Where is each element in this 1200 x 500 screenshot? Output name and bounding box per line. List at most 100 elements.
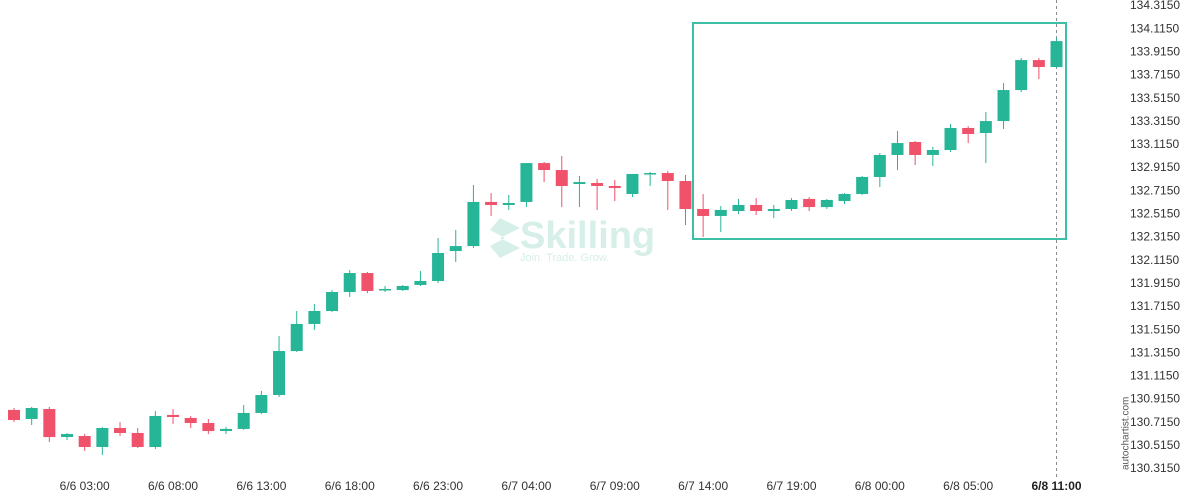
candle-body bbox=[61, 434, 74, 438]
candle-body bbox=[926, 149, 939, 155]
y-tick-label: 133.5150 bbox=[1130, 91, 1180, 105]
candle-body bbox=[255, 395, 268, 413]
candle-body bbox=[237, 412, 250, 429]
y-tick-label: 131.3150 bbox=[1130, 345, 1180, 359]
candle-body bbox=[538, 163, 551, 171]
candle-body bbox=[679, 181, 692, 210]
candle-body bbox=[167, 414, 180, 418]
candle-body bbox=[873, 154, 886, 177]
y-tick-label: 133.9150 bbox=[1130, 44, 1180, 58]
candle-body bbox=[608, 185, 621, 188]
candle-body bbox=[308, 310, 321, 324]
candle-body bbox=[326, 292, 339, 311]
candle-body bbox=[379, 288, 392, 291]
x-tick-label: 6/6 08:00 bbox=[148, 479, 198, 493]
y-tick-label: 131.9150 bbox=[1130, 276, 1180, 290]
candle-body bbox=[467, 201, 480, 247]
x-tick-label: 6/6 13:00 bbox=[236, 479, 286, 493]
y-tick-label: 133.1150 bbox=[1130, 137, 1179, 151]
x-tick-label: 6/6 03:00 bbox=[60, 479, 110, 493]
y-tick-label: 130.3150 bbox=[1130, 461, 1180, 475]
y-tick-label: 131.5150 bbox=[1130, 322, 1180, 336]
y-tick-label: 133.3150 bbox=[1130, 114, 1180, 128]
candle-body bbox=[43, 409, 56, 438]
x-tick-label: 6/6 23:00 bbox=[413, 479, 463, 493]
candle-body bbox=[997, 90, 1010, 122]
y-tick-label: 133.7150 bbox=[1130, 68, 1180, 82]
candle-body bbox=[891, 143, 904, 155]
y-tick-label: 132.5150 bbox=[1130, 207, 1180, 221]
candle-body bbox=[661, 173, 674, 182]
candle-body bbox=[8, 409, 20, 421]
candle-body bbox=[591, 182, 604, 186]
candle-body bbox=[1032, 60, 1045, 68]
candle-body bbox=[732, 204, 745, 211]
y-tick-label: 131.1150 bbox=[1130, 369, 1179, 383]
x-tick-label: 6/7 09:00 bbox=[590, 479, 640, 493]
y-tick-label: 131.7150 bbox=[1130, 299, 1180, 313]
candle-body bbox=[343, 273, 356, 293]
candle-body bbox=[202, 423, 215, 432]
candle-body bbox=[803, 198, 816, 208]
candle-body bbox=[697, 209, 710, 216]
x-tick-label: 6/8 05:00 bbox=[943, 479, 993, 493]
pattern-box bbox=[692, 22, 1067, 240]
candle-body bbox=[502, 203, 515, 205]
candle-body bbox=[396, 285, 409, 291]
x-tick-label: 6/7 04:00 bbox=[501, 479, 551, 493]
y-tick-label: 134.3150 bbox=[1130, 0, 1180, 12]
candle-body bbox=[485, 201, 498, 205]
candle-body bbox=[750, 204, 763, 211]
y-tick-label: 132.7150 bbox=[1130, 183, 1180, 197]
candle-body bbox=[909, 142, 922, 155]
candle-body bbox=[820, 199, 833, 208]
candle-body bbox=[25, 407, 38, 419]
candle-body bbox=[184, 417, 197, 424]
candle-body bbox=[220, 428, 233, 432]
candle-body bbox=[856, 176, 869, 194]
candle-body bbox=[1050, 41, 1063, 68]
candle-body bbox=[361, 273, 374, 291]
watermark-tagline: Join. Trade. Grow. bbox=[520, 252, 609, 264]
candle-body bbox=[78, 435, 91, 447]
candle-body bbox=[979, 121, 992, 133]
candle-body bbox=[414, 281, 427, 285]
candle-body bbox=[962, 128, 975, 135]
y-tick-label: 130.5150 bbox=[1130, 438, 1180, 452]
candle-body bbox=[785, 199, 798, 210]
candle-body bbox=[432, 253, 445, 282]
watermark-title: Skilling bbox=[520, 215, 655, 257]
x-tick-label: 6/8 11:00 bbox=[1032, 479, 1082, 493]
x-tick-label: 6/7 14:00 bbox=[678, 479, 728, 493]
candle-body bbox=[273, 351, 286, 396]
x-tick-label: 6/6 18:00 bbox=[325, 479, 375, 493]
candle-body bbox=[555, 170, 568, 186]
y-tick-label: 130.9150 bbox=[1130, 392, 1180, 406]
candle-body bbox=[838, 193, 851, 202]
candle-body bbox=[449, 246, 462, 252]
candle-body bbox=[1015, 60, 1028, 91]
candle-body bbox=[149, 415, 162, 447]
candle-body bbox=[714, 209, 727, 216]
y-tick-label: 132.9150 bbox=[1130, 160, 1180, 174]
candle-body bbox=[626, 173, 639, 194]
candle-body bbox=[131, 432, 144, 447]
candle-body bbox=[520, 163, 533, 202]
y-tick-label: 130.7150 bbox=[1130, 415, 1180, 429]
y-tick-label: 132.1150 bbox=[1130, 253, 1179, 267]
candle-body bbox=[767, 209, 780, 211]
y-tick-label: 134.1150 bbox=[1130, 21, 1179, 35]
source-label: autochartist.com bbox=[1121, 397, 1132, 470]
candle-body bbox=[573, 182, 586, 185]
candle-body bbox=[944, 128, 957, 150]
candle-body bbox=[96, 428, 109, 447]
y-tick-label: 132.3150 bbox=[1130, 230, 1180, 244]
x-tick-label: 6/7 19:00 bbox=[766, 479, 816, 493]
candle-body bbox=[114, 428, 127, 433]
x-tick-label: 6/8 00:00 bbox=[855, 479, 905, 493]
watermark: Skilling Join. Trade. Grow. bbox=[490, 215, 655, 264]
candle-body bbox=[644, 173, 657, 175]
candle-body bbox=[290, 323, 303, 352]
